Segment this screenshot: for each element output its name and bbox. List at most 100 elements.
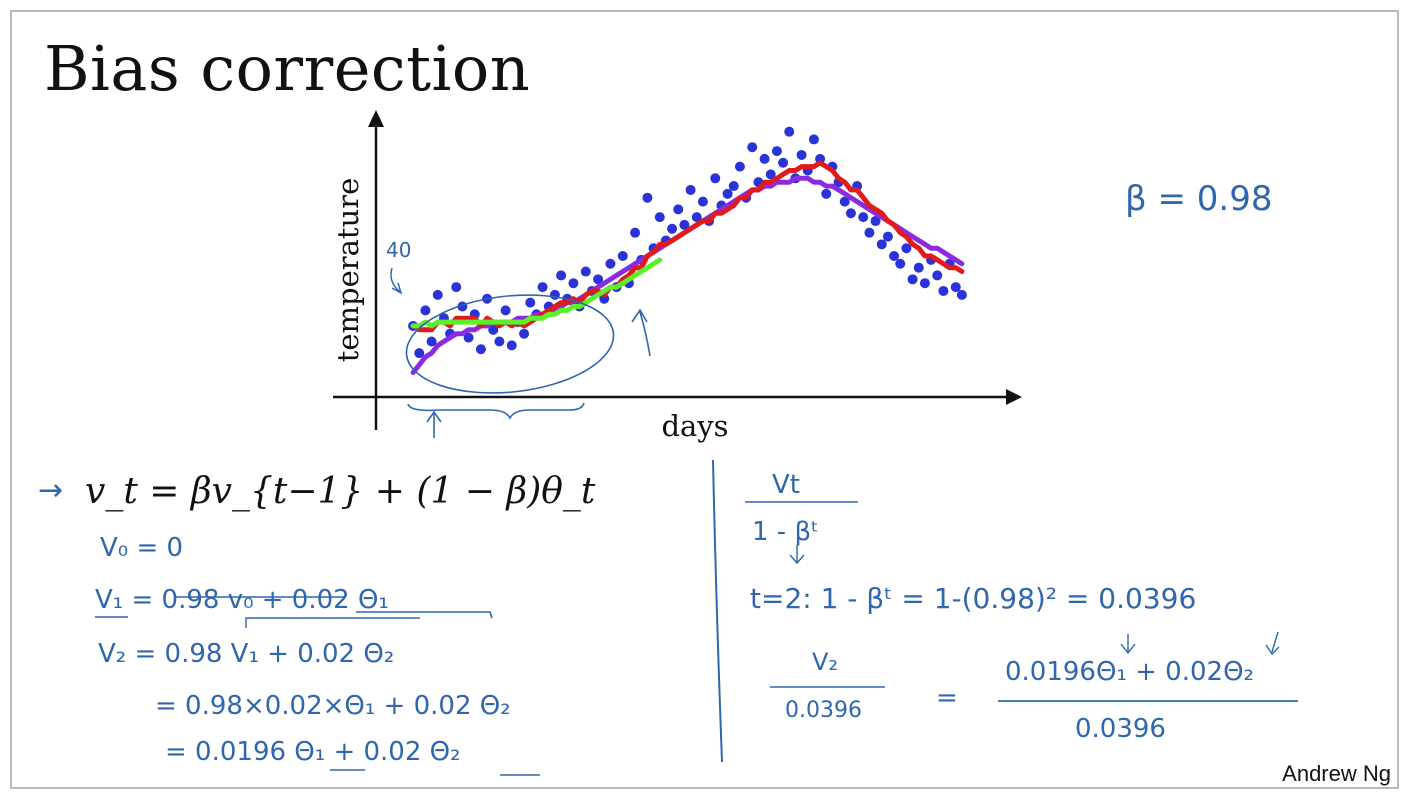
temperature-point bbox=[901, 243, 912, 254]
temperature-point bbox=[697, 196, 708, 207]
v1-line: V₁ = 0.98 v₀ + 0.02 Θ₁ bbox=[95, 585, 389, 615]
temperature-point bbox=[710, 173, 721, 184]
temperature-point bbox=[876, 239, 887, 250]
temperature-point bbox=[907, 274, 918, 285]
v0-line: V₀ = 0 bbox=[100, 533, 183, 563]
up-arrow-icon bbox=[426, 410, 442, 438]
temperature-point bbox=[685, 184, 696, 195]
temperature-point bbox=[673, 204, 684, 215]
temperature-point bbox=[870, 216, 881, 227]
temperature-point bbox=[451, 282, 462, 293]
temperature-point bbox=[858, 212, 869, 223]
temperature-point bbox=[845, 208, 856, 219]
temperature-point bbox=[796, 149, 807, 160]
series-lines bbox=[410, 160, 965, 376]
v2-line: V₂ = 0.98 V₁ + 0.02 Θ₂ bbox=[98, 639, 394, 669]
ewa-equation: v_t = βv_{t−1} + (1 − β)θ_t bbox=[85, 471, 596, 512]
divider-line bbox=[712, 459, 723, 763]
v2-numerator: V₂ bbox=[812, 648, 838, 676]
y-axis-arrow bbox=[368, 110, 384, 127]
temperature-point bbox=[864, 227, 875, 238]
temperature-point bbox=[747, 142, 758, 153]
temperature-point bbox=[778, 157, 789, 168]
arrow-icon: → bbox=[38, 473, 63, 508]
temperature-point bbox=[593, 274, 604, 285]
temperature-point bbox=[642, 192, 653, 203]
temperature-point bbox=[463, 332, 474, 343]
equals-sign: = bbox=[936, 683, 958, 713]
temperature-chart: days temperature 40 bbox=[331, 110, 1022, 443]
slide-title: Bias correction bbox=[44, 32, 531, 105]
temperature-point bbox=[475, 344, 486, 355]
temperature-point bbox=[932, 270, 943, 281]
temperature-point bbox=[556, 270, 567, 281]
temperature-point bbox=[759, 153, 770, 164]
temperature-point bbox=[728, 181, 739, 192]
slide-frame bbox=[10, 10, 1399, 789]
fraction-numerator: Vt bbox=[772, 470, 800, 500]
temperature-point bbox=[525, 297, 536, 308]
author-name: Andrew Ng bbox=[1282, 761, 1391, 786]
temperature-point bbox=[537, 282, 548, 293]
temperature-point bbox=[771, 146, 782, 157]
temperature-point bbox=[734, 161, 745, 172]
temperature-point bbox=[506, 340, 517, 351]
temperature-point bbox=[549, 289, 560, 300]
temperature-point bbox=[913, 262, 924, 273]
temperature-point bbox=[821, 188, 832, 199]
temperature-point bbox=[617, 251, 628, 261]
fraction-denominator: 1 - βᵗ bbox=[752, 517, 819, 547]
temperature-point bbox=[950, 282, 961, 293]
down-arrow-icon bbox=[1120, 634, 1136, 655]
temperature-point bbox=[667, 223, 678, 234]
big-numerator: 0.0196Θ₁ + 0.02Θ₂ bbox=[1005, 657, 1254, 687]
temperature-point bbox=[839, 196, 850, 207]
temperature-point bbox=[519, 328, 530, 339]
big-denominator: 0.0396 bbox=[1075, 714, 1166, 744]
down-arrow-icon bbox=[789, 545, 805, 565]
temperature-point bbox=[420, 305, 431, 316]
temperature-point bbox=[432, 289, 443, 300]
temperature-point bbox=[494, 336, 505, 347]
temperature-point bbox=[956, 289, 967, 300]
x-axis-arrow bbox=[1006, 389, 1022, 405]
t2-equation: t=2: 1 - βᵗ = 1-(0.98)² = 0.0396 bbox=[750, 582, 1196, 615]
temperature-point bbox=[414, 348, 425, 359]
derivation-left: V₀ = 0 V₁ = 0.98 v₀ + 0.02 Θ₁ V₂ = 0.98 … bbox=[95, 533, 511, 767]
temperature-point bbox=[654, 212, 665, 223]
temperature-point bbox=[426, 336, 437, 347]
down-arrow-icon bbox=[1265, 631, 1280, 656]
temperature-point bbox=[500, 305, 511, 316]
temperature-point bbox=[938, 285, 949, 296]
series-line-bias-corrected bbox=[410, 257, 663, 329]
substitution-mark bbox=[245, 617, 420, 628]
temperature-point bbox=[808, 134, 819, 145]
curved-arrow-icon bbox=[390, 267, 403, 295]
temperature-point bbox=[691, 212, 702, 223]
y-axis-label: temperature bbox=[331, 178, 365, 363]
temperature-point bbox=[630, 227, 641, 238]
temperature-point bbox=[679, 219, 690, 230]
annotation-40: 40 bbox=[386, 238, 411, 262]
underline-mark bbox=[356, 611, 493, 619]
v2-result-line: = 0.0196 Θ₁ + 0.02 Θ₂ bbox=[165, 737, 461, 767]
temperature-point bbox=[889, 251, 900, 261]
temperature-point bbox=[882, 231, 893, 242]
up-arrow-icon bbox=[631, 308, 651, 357]
temperature-point bbox=[580, 266, 591, 277]
highlight-ellipse bbox=[405, 294, 615, 394]
temperature-point bbox=[488, 324, 499, 335]
temperature-point bbox=[784, 126, 795, 137]
v2-denominator: 0.0396 bbox=[785, 698, 862, 723]
x-axis-label: days bbox=[661, 409, 728, 443]
temperature-point bbox=[895, 258, 906, 269]
temperature-point bbox=[722, 188, 733, 199]
temperature-point bbox=[605, 258, 616, 269]
v2-expand-line: = 0.98×0.02×Θ₁ + 0.02 Θ₂ bbox=[155, 691, 511, 721]
brace-mark bbox=[407, 402, 585, 420]
temperature-point bbox=[765, 169, 776, 180]
temperature-point bbox=[919, 278, 930, 289]
beta-value: β = 0.98 bbox=[1125, 179, 1273, 219]
temperature-point bbox=[568, 278, 579, 289]
